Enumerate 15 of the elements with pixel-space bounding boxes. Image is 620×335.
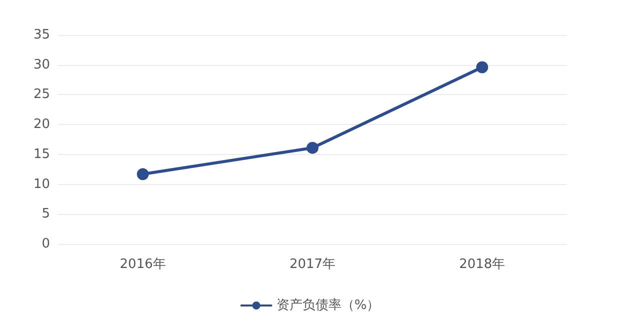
- legend-label: 资产负债率（%）: [276, 297, 380, 313]
- y-tick-label: 10: [33, 176, 50, 192]
- y-tick-label: 30: [33, 57, 50, 72]
- x-tick-label: 2016年: [120, 257, 166, 272]
- point: [306, 142, 318, 154]
- y-tick-label: 15: [33, 146, 50, 162]
- point: [476, 61, 488, 74]
- x-tick-label: 2017年: [289, 257, 336, 272]
- y-tick-label: 5: [42, 206, 50, 222]
- x-tick-label: 2018年: [459, 257, 506, 272]
- y-tick-label: 35: [33, 28, 50, 42]
- point: [136, 168, 149, 180]
- y-tick-label: 20: [33, 117, 50, 132]
- y-tick-label: 0: [42, 236, 50, 252]
- y-tick-label: 25: [33, 87, 50, 102]
